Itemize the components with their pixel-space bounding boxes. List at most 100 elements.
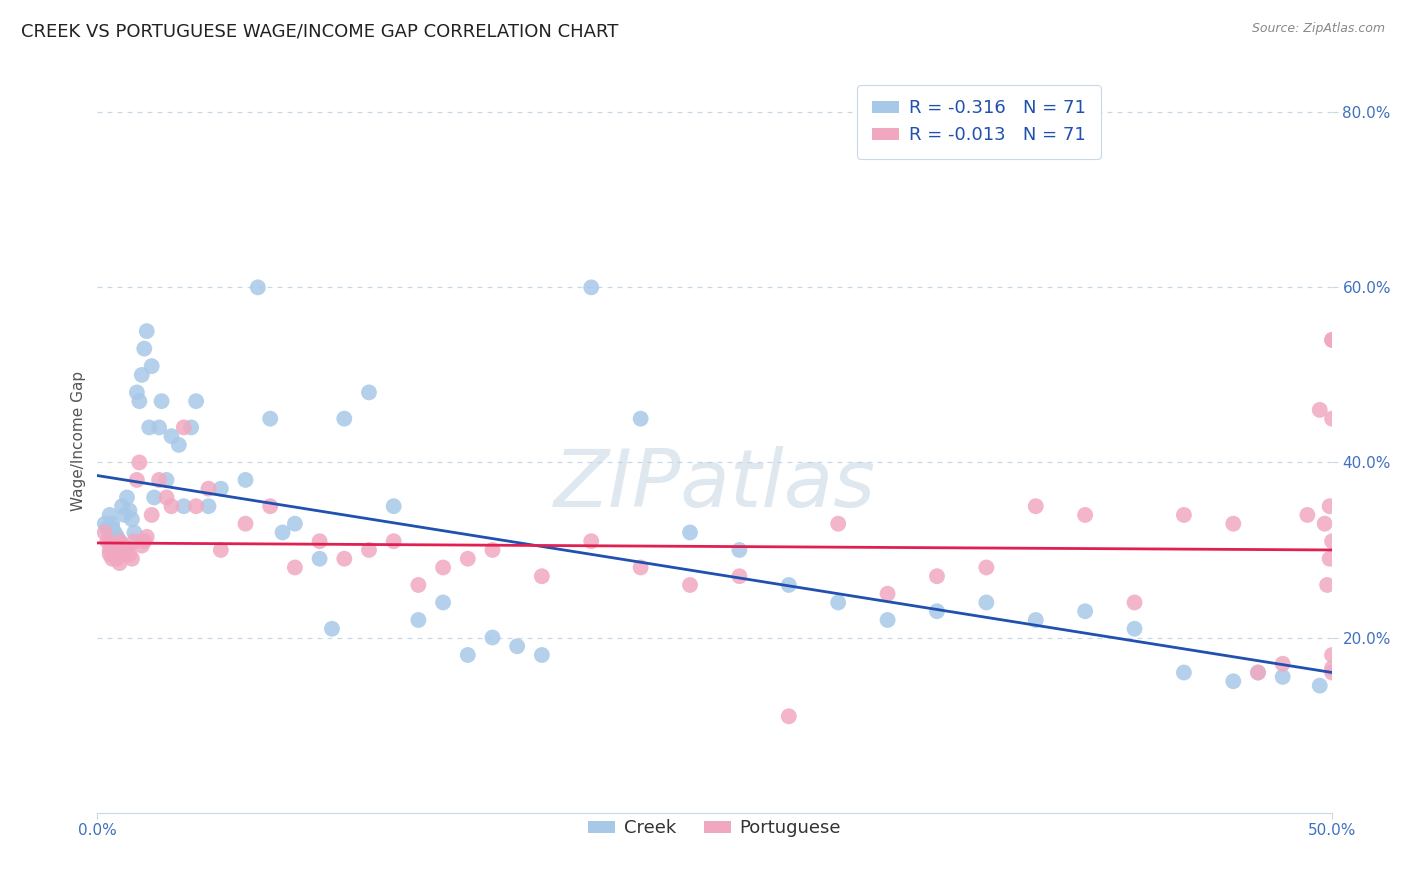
Point <box>124 525 146 540</box>
Point <box>148 473 170 487</box>
Point <box>728 569 751 583</box>
Point <box>876 613 898 627</box>
Point <box>150 394 173 409</box>
Point <box>101 551 124 566</box>
Point <box>1173 508 1195 522</box>
Point <box>259 411 281 425</box>
Point <box>1123 595 1146 609</box>
Point <box>104 545 127 559</box>
Point <box>630 411 652 425</box>
Point <box>1319 499 1341 513</box>
Point <box>827 595 849 609</box>
Point <box>581 534 603 549</box>
Point <box>105 551 128 566</box>
Point <box>259 499 281 513</box>
Point <box>121 512 143 526</box>
Point <box>108 534 131 549</box>
Point <box>111 539 134 553</box>
Point <box>135 324 157 338</box>
Text: CREEK VS PORTUGUESE WAGE/INCOME GAP CORRELATION CHART: CREEK VS PORTUGUESE WAGE/INCOME GAP CORR… <box>21 22 619 40</box>
Point <box>1025 613 1047 627</box>
Point <box>357 543 380 558</box>
Point <box>333 411 356 425</box>
Point <box>925 604 948 618</box>
Point <box>114 508 136 522</box>
Point <box>105 533 128 547</box>
Point <box>134 534 156 549</box>
Y-axis label: Wage/Income Gap: Wage/Income Gap <box>72 370 86 510</box>
Point <box>321 622 343 636</box>
Point <box>101 539 124 553</box>
Point <box>118 503 141 517</box>
Point <box>160 499 183 513</box>
Point <box>408 578 430 592</box>
Point <box>1320 661 1343 675</box>
Point <box>1247 665 1270 680</box>
Point <box>98 525 121 540</box>
Point <box>679 525 702 540</box>
Point <box>284 516 307 531</box>
Point <box>1247 665 1270 680</box>
Point <box>160 429 183 443</box>
Point <box>98 547 121 561</box>
Point <box>155 473 177 487</box>
Point <box>630 560 652 574</box>
Point <box>1320 665 1343 680</box>
Point <box>138 420 160 434</box>
Point <box>98 530 121 544</box>
Point <box>104 547 127 561</box>
Point <box>180 420 202 434</box>
Point <box>115 491 138 505</box>
Point <box>235 516 257 531</box>
Point <box>382 499 405 513</box>
Point <box>98 508 121 522</box>
Point <box>209 482 232 496</box>
Point <box>108 556 131 570</box>
Point <box>1316 578 1339 592</box>
Point <box>308 534 330 549</box>
Point <box>1319 551 1341 566</box>
Point <box>778 578 800 592</box>
Point <box>115 541 138 556</box>
Point <box>121 551 143 566</box>
Point <box>925 569 948 583</box>
Point <box>876 587 898 601</box>
Point <box>778 709 800 723</box>
Point <box>184 499 207 513</box>
Point <box>135 530 157 544</box>
Point <box>271 525 294 540</box>
Point <box>184 394 207 409</box>
Point <box>530 569 553 583</box>
Point <box>148 420 170 434</box>
Point <box>94 516 117 531</box>
Point <box>530 648 553 662</box>
Point <box>1025 499 1047 513</box>
Point <box>197 499 219 513</box>
Point <box>1074 604 1097 618</box>
Point <box>197 482 219 496</box>
Point <box>506 640 529 654</box>
Point <box>976 560 998 574</box>
Text: ZIPatlas: ZIPatlas <box>554 446 876 524</box>
Point <box>209 543 232 558</box>
Legend: Creek, Portuguese: Creek, Portuguese <box>581 812 848 845</box>
Point <box>173 499 195 513</box>
Point <box>155 491 177 505</box>
Point <box>104 527 127 541</box>
Point <box>481 543 503 558</box>
Point <box>98 543 121 558</box>
Point <box>1320 648 1343 662</box>
Point <box>108 534 131 549</box>
Point <box>1074 508 1097 522</box>
Point <box>581 280 603 294</box>
Point <box>125 473 148 487</box>
Point <box>131 368 153 382</box>
Point <box>976 595 998 609</box>
Point <box>679 578 702 592</box>
Point <box>382 534 405 549</box>
Point <box>94 525 117 540</box>
Point <box>111 499 134 513</box>
Point <box>432 595 454 609</box>
Point <box>1123 622 1146 636</box>
Point <box>457 648 479 662</box>
